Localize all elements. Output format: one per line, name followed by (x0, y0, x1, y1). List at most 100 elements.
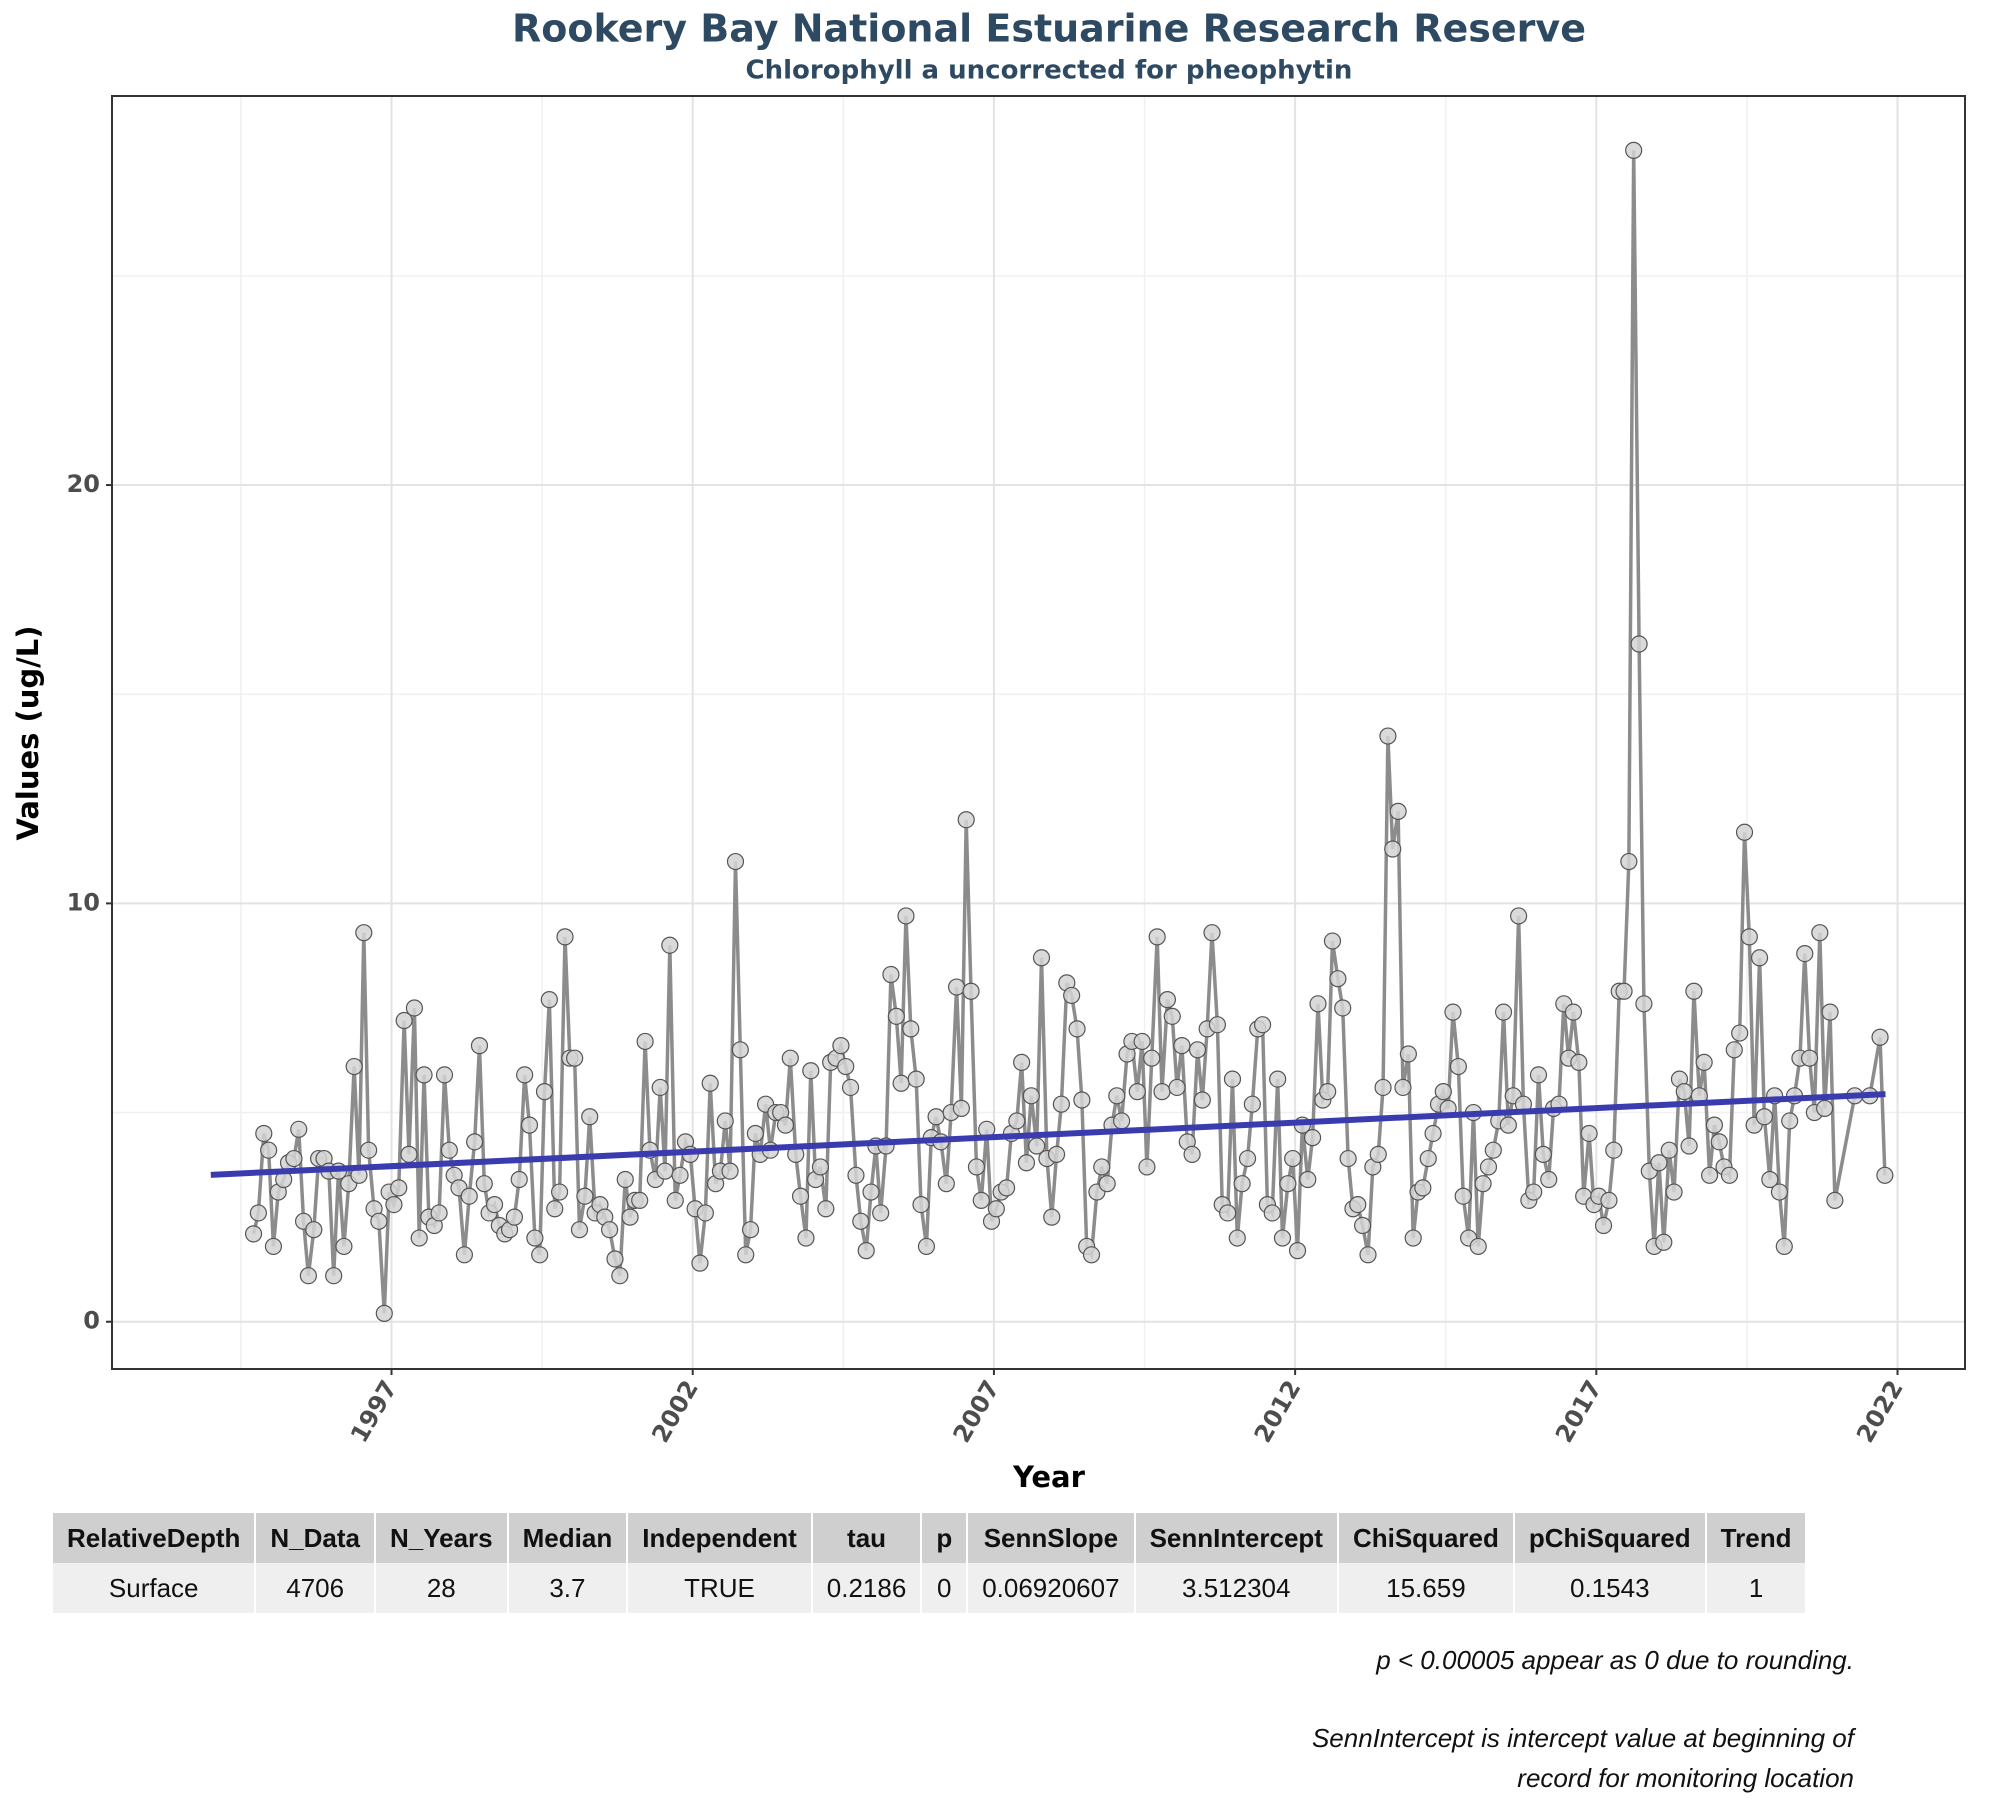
column-header: pChiSquared (1514, 1513, 1705, 1563)
data-point (1479, 1158, 1498, 1176)
data-point (1600, 1191, 1618, 1210)
data-point (1183, 1145, 1201, 1163)
data-point (395, 1011, 413, 1030)
data-point (987, 1200, 1005, 1218)
data-point (1635, 995, 1653, 1013)
data-point (802, 1062, 820, 1080)
data-point (1615, 982, 1633, 1000)
data-point (1163, 1007, 1181, 1025)
plot-border (111, 95, 1966, 1370)
data-point (415, 1066, 433, 1084)
data-point (385, 1195, 403, 1214)
data-point (1379, 727, 1397, 745)
data-point (1484, 1141, 1502, 1159)
data-point (887, 1007, 905, 1025)
x-tick-label: 1997 (345, 1376, 403, 1448)
data-point (656, 1162, 674, 1180)
data-point (1675, 1083, 1693, 1101)
trend-line (210, 1091, 1886, 1178)
column-header: RelativeDepth (53, 1513, 255, 1563)
data-point (1449, 1057, 1467, 1076)
data-point (405, 999, 424, 1017)
data-point (862, 1183, 880, 1201)
data-point (701, 1074, 719, 1092)
data-point (1173, 1037, 1191, 1055)
data-point (1032, 949, 1051, 967)
data-point (1133, 1032, 1151, 1051)
data-point (1273, 1229, 1292, 1247)
data-point (957, 811, 975, 829)
data-point (455, 1246, 474, 1264)
y-axis-label: Values (ug/L) (11, 625, 45, 840)
column-header: ChiSquared (1338, 1513, 1513, 1563)
data-point (1594, 1216, 1613, 1235)
data-point (1740, 928, 1758, 946)
data-point (260, 1141, 278, 1159)
data-point (1043, 1208, 1061, 1226)
data-point (1630, 635, 1648, 653)
data-point (1208, 1016, 1227, 1034)
data-point (255, 1124, 273, 1143)
data-point (746, 1124, 764, 1143)
data-point (696, 1204, 714, 1222)
data-point (811, 1158, 830, 1176)
data-point (1068, 1020, 1086, 1038)
data-point (430, 1204, 448, 1222)
data-point (1534, 1145, 1552, 1163)
note: p < 0.00005 appear as 0 due to rounding. (1376, 1645, 1854, 1675)
data-point (466, 1133, 484, 1151)
column-header: Median (508, 1513, 627, 1563)
data-point (1796, 944, 1814, 963)
data-point (1193, 1091, 1211, 1109)
data-point (1319, 1083, 1337, 1101)
data-point (917, 1237, 936, 1256)
column-header: tau (812, 1513, 921, 1563)
data-point (666, 1191, 684, 1210)
data-point (897, 907, 915, 925)
data-point (797, 1229, 815, 1247)
x-axis-label: Year (1012, 1460, 1086, 1494)
data-point (1384, 840, 1402, 858)
data-point (1399, 1045, 1417, 1063)
data-point (475, 1175, 493, 1193)
data-point (566, 1049, 584, 1067)
y-tick-label: 10 (67, 888, 100, 916)
data-point (726, 852, 745, 871)
column-header: Independent (628, 1513, 811, 1563)
data-point (1775, 1237, 1793, 1256)
data-point (741, 1221, 760, 1239)
table-cell: 3.512304 (1135, 1563, 1337, 1613)
data-point (621, 1208, 639, 1226)
data-point (636, 1032, 654, 1051)
data-point (1816, 1099, 1834, 1117)
data-point (852, 1212, 870, 1230)
x-tick-label: 2017 (1550, 1376, 1608, 1448)
data-point (1017, 1154, 1036, 1172)
data-point (1374, 1078, 1392, 1097)
data-point (535, 1083, 554, 1101)
data-point (962, 982, 980, 1000)
data-point (1821, 1003, 1839, 1021)
data-point (400, 1145, 418, 1163)
data-point (1424, 1124, 1442, 1143)
table-cell: 0.2186 (812, 1563, 921, 1613)
table-row: Surface 4706 28 3.7 TRUE 0.2186 0 0.06920607 3.5… (53, 1563, 1806, 1613)
x-tick-label: 2007 (948, 1376, 1006, 1448)
data-point (1570, 1053, 1588, 1071)
data-point (691, 1254, 709, 1272)
table-cell: 0.06920607 (968, 1563, 1134, 1613)
data-point (1303, 1129, 1322, 1147)
data-point (1800, 1049, 1819, 1067)
data-point (907, 1070, 925, 1088)
data-point (249, 1204, 267, 1222)
data-point (1238, 1149, 1257, 1168)
data-point (264, 1237, 283, 1256)
data-point (345, 1057, 363, 1076)
data-point (1047, 1145, 1066, 1163)
data-point (1580, 1124, 1598, 1143)
column-header: SennSlope (968, 1513, 1134, 1563)
data-point (937, 1175, 955, 1193)
table-cell: 15.659 (1338, 1563, 1513, 1613)
data-point (1073, 1091, 1091, 1109)
chart-title: Rookery Bay National Estuarine Research … (512, 7, 1586, 51)
